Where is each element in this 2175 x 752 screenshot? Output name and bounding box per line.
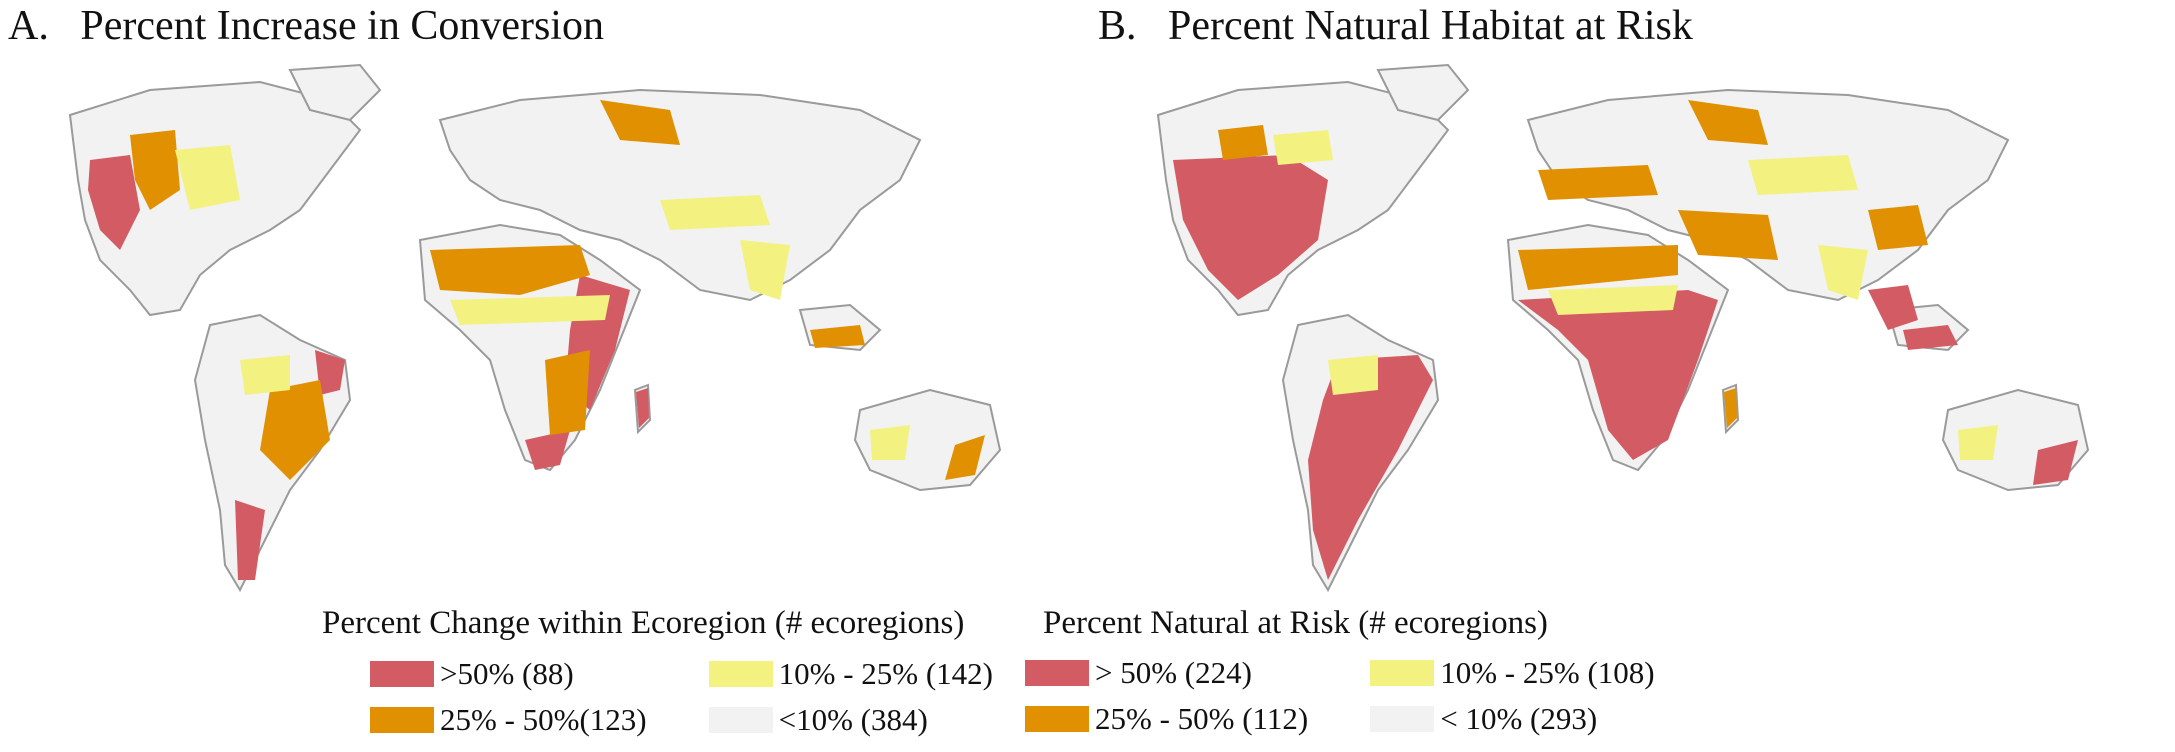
ecoregion-yellow xyxy=(1273,130,1998,460)
legend-swatch-gray xyxy=(708,707,773,733)
eco-orange-sahara xyxy=(1518,245,1678,290)
ecoregion-yellow xyxy=(175,145,910,460)
ecoregion-red xyxy=(1173,155,2078,580)
greenland xyxy=(1376,63,1470,122)
eco-orange-southern-africa xyxy=(545,350,590,435)
legend-swatch-gray xyxy=(1370,706,1435,732)
legend-label: 10% - 25% (142) xyxy=(778,656,993,691)
eco-red-patagonia xyxy=(235,500,265,580)
eco-red-africa xyxy=(1518,290,1718,460)
panel-b-legend: Percent Natural at Risk (# ecoregions) xyxy=(1043,605,1548,642)
eco-red-madagascar xyxy=(636,388,649,428)
eco-orange-europe xyxy=(1538,165,1658,200)
legend-item: > 50% (224) xyxy=(1025,655,1308,691)
legend-item: 25% - 50%(123) xyxy=(370,702,647,738)
panel-b-world-map xyxy=(1156,63,2090,593)
eco-red-north-america xyxy=(1173,155,1328,300)
legend-item: <10% (384) xyxy=(708,702,993,738)
ecoregion-orange xyxy=(1218,100,1928,428)
eco-orange-brazil xyxy=(260,380,330,480)
eco-red-se-australia xyxy=(2033,440,2078,485)
eco-yellow-amazon xyxy=(240,355,290,395)
eco-orange-madagascar xyxy=(1724,388,1737,428)
panel-a: A. Percent Increase in Conversion xyxy=(0,0,1087,752)
legend-label: 25% - 50%(123) xyxy=(440,702,647,737)
legend-title: Percent Change within Ecoregion (# ecore… xyxy=(322,605,965,641)
eco-yellow-india xyxy=(740,240,790,300)
legend-item: 10% - 25% (142) xyxy=(708,656,993,692)
eco-yellow-great-plains xyxy=(175,145,240,210)
eco-red-south-africa xyxy=(525,430,570,470)
legend-swatch-red xyxy=(1025,660,1089,686)
eco-orange-west-us xyxy=(1218,125,1268,160)
eco-orange-china xyxy=(1868,205,1928,250)
eco-orange-middle-east xyxy=(1678,210,1778,260)
panel-b-title: B. Percent Natural Habitat at Risk xyxy=(1098,3,1693,49)
eco-orange-siberia xyxy=(1688,100,1768,145)
eco-yellow-w-australia xyxy=(1958,425,1998,460)
legend-label: 10% - 25% (108) xyxy=(1440,655,1655,690)
ecoregion-orange xyxy=(130,100,985,480)
eco-yellow-central-asia xyxy=(1748,155,1858,195)
legend-label: 25% - 50% (112) xyxy=(1095,701,1309,736)
eco-yellow-india xyxy=(1818,245,1868,300)
eco-orange-west-us xyxy=(130,130,180,210)
panel-b-legend-items: > 50% (224) 10% - 25% (108) 25% - 50% (1… xyxy=(1025,655,1655,737)
greenland xyxy=(288,63,382,122)
eco-yellow-plains xyxy=(1273,130,1333,165)
legend-label: < 10% (293) xyxy=(1440,701,1598,736)
legend-label: > 50% (224) xyxy=(1095,655,1252,690)
eco-orange-se-australia xyxy=(945,435,985,480)
legend-item: < 10% (293) xyxy=(1370,701,1654,737)
legend-swatch-orange xyxy=(1025,706,1089,732)
eco-red-indonesia xyxy=(1903,325,1958,350)
panel-b: B. Percent Natural Habitat at Risk xyxy=(1025,0,2175,752)
eco-orange-siberia xyxy=(600,100,680,145)
legend-title: Percent Natural at Risk (# ecoregions) xyxy=(1043,605,1548,641)
eco-red-west-us xyxy=(88,155,140,250)
legend-swatch-yellow xyxy=(708,661,773,687)
legend-item: 25% - 50% (112) xyxy=(1025,701,1308,737)
eco-red-brazil-coast xyxy=(315,350,345,395)
eco-yellow-central-asia xyxy=(660,195,770,230)
legend-item: 10% - 25% (108) xyxy=(1370,655,1655,691)
eco-yellow-sahel-band xyxy=(1548,285,1678,315)
eco-red-southeast-asia xyxy=(1868,285,1918,330)
legend-label: <10% (384) xyxy=(778,702,928,737)
panel-a-title: A. Percent Increase in Conversion xyxy=(8,3,604,49)
eco-orange-indonesia xyxy=(810,325,865,348)
legend-swatch-yellow xyxy=(1370,660,1435,686)
eco-yellow-w-australia xyxy=(870,425,910,460)
eco-yellow-amazon xyxy=(1328,355,1378,395)
legend-swatch-orange xyxy=(370,707,434,733)
eco-red-south-america xyxy=(1308,355,1433,580)
legend-label: >50% (88) xyxy=(440,656,574,691)
panel-a-legend: Percent Change within Ecoregion (# ecore… xyxy=(322,605,993,738)
legend-item: >50% (88) xyxy=(370,656,647,692)
legend-swatch-red xyxy=(370,661,434,687)
eco-orange-sahel xyxy=(430,245,590,295)
eco-yellow-sahara-band xyxy=(450,295,610,325)
panel-a-world-map xyxy=(68,63,1002,593)
